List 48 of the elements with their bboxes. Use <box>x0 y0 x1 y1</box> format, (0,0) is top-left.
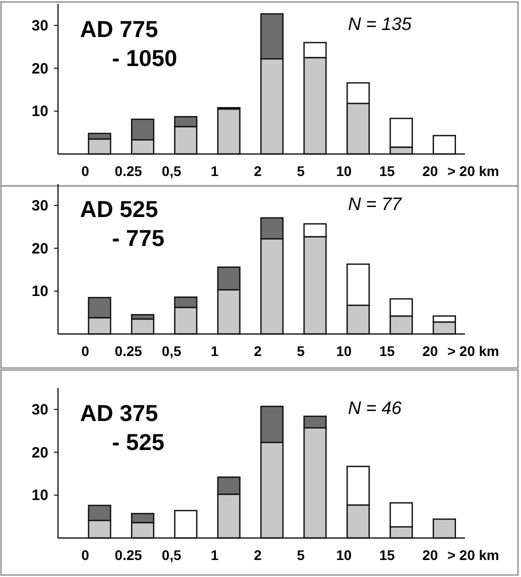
x-tick-label: 0,5 <box>162 343 182 359</box>
y-tick-label: 10 <box>32 283 48 300</box>
x-tick-label: 20 <box>422 163 438 179</box>
x-tick-label: 15 <box>379 163 396 179</box>
x-tick-label: 0 <box>81 343 90 359</box>
x-tick-label: 10 <box>336 343 352 359</box>
x-tick-label: 5 <box>296 163 305 179</box>
x-tick-label: 0 <box>81 163 90 179</box>
x-tick-label: 15 <box>379 343 396 359</box>
x-tick-label: > 20 km <box>447 163 500 179</box>
y-tick-label: 10 <box>32 103 48 120</box>
y-tick-label: 20 <box>32 444 48 462</box>
x-tick-label: 2 <box>254 547 262 563</box>
x-tick-label: 5 <box>296 343 305 359</box>
x-tick-label: 5 <box>296 547 305 563</box>
x-tick-label: 1 <box>210 547 219 563</box>
x-tick-label: 0,5 <box>162 163 182 179</box>
y-tick-label: 20 <box>32 240 48 258</box>
x-tick-label: 1 <box>210 163 219 179</box>
text: - 525 <box>112 429 165 455</box>
y-tick-label: 20 <box>32 60 48 78</box>
annotation: N = 135 <box>348 14 413 34</box>
x-tick-label: > 20 km <box>447 547 500 563</box>
x-tick-label: 0.25 <box>114 163 142 179</box>
x-tick-label: 2 <box>254 163 262 179</box>
text: - 1050 <box>112 45 178 71</box>
x-tick-label: 0 <box>81 547 90 563</box>
x-tick-label: 0.25 <box>114 343 142 359</box>
x-tick-label: 15 <box>379 547 396 563</box>
x-tick-label: 20 <box>422 547 438 563</box>
x-tick-label: 20 <box>422 343 438 359</box>
text: AD 525 <box>80 196 158 222</box>
text: - 775 <box>112 225 165 251</box>
x-tick-label: > 20 km <box>447 343 500 359</box>
x-tick-label: 0.25 <box>114 547 142 563</box>
x-tick-label: 1 <box>210 343 219 359</box>
y-tick-label: 10 <box>32 487 48 504</box>
y-tick-label: 30 <box>32 197 48 214</box>
annotation: N = 77 <box>348 194 403 214</box>
y-tick-label: 30 <box>32 17 48 34</box>
annotation: N = 46 <box>348 398 403 418</box>
x-tick-label: 10 <box>336 163 352 179</box>
x-tick-label: 0,5 <box>162 547 182 563</box>
x-tick-label: 2 <box>254 343 262 359</box>
y-tick-label: 30 <box>32 401 48 418</box>
text: AD 375 <box>80 400 158 426</box>
x-tick-label: 10 <box>336 547 352 563</box>
text: AD 775 <box>80 16 158 42</box>
